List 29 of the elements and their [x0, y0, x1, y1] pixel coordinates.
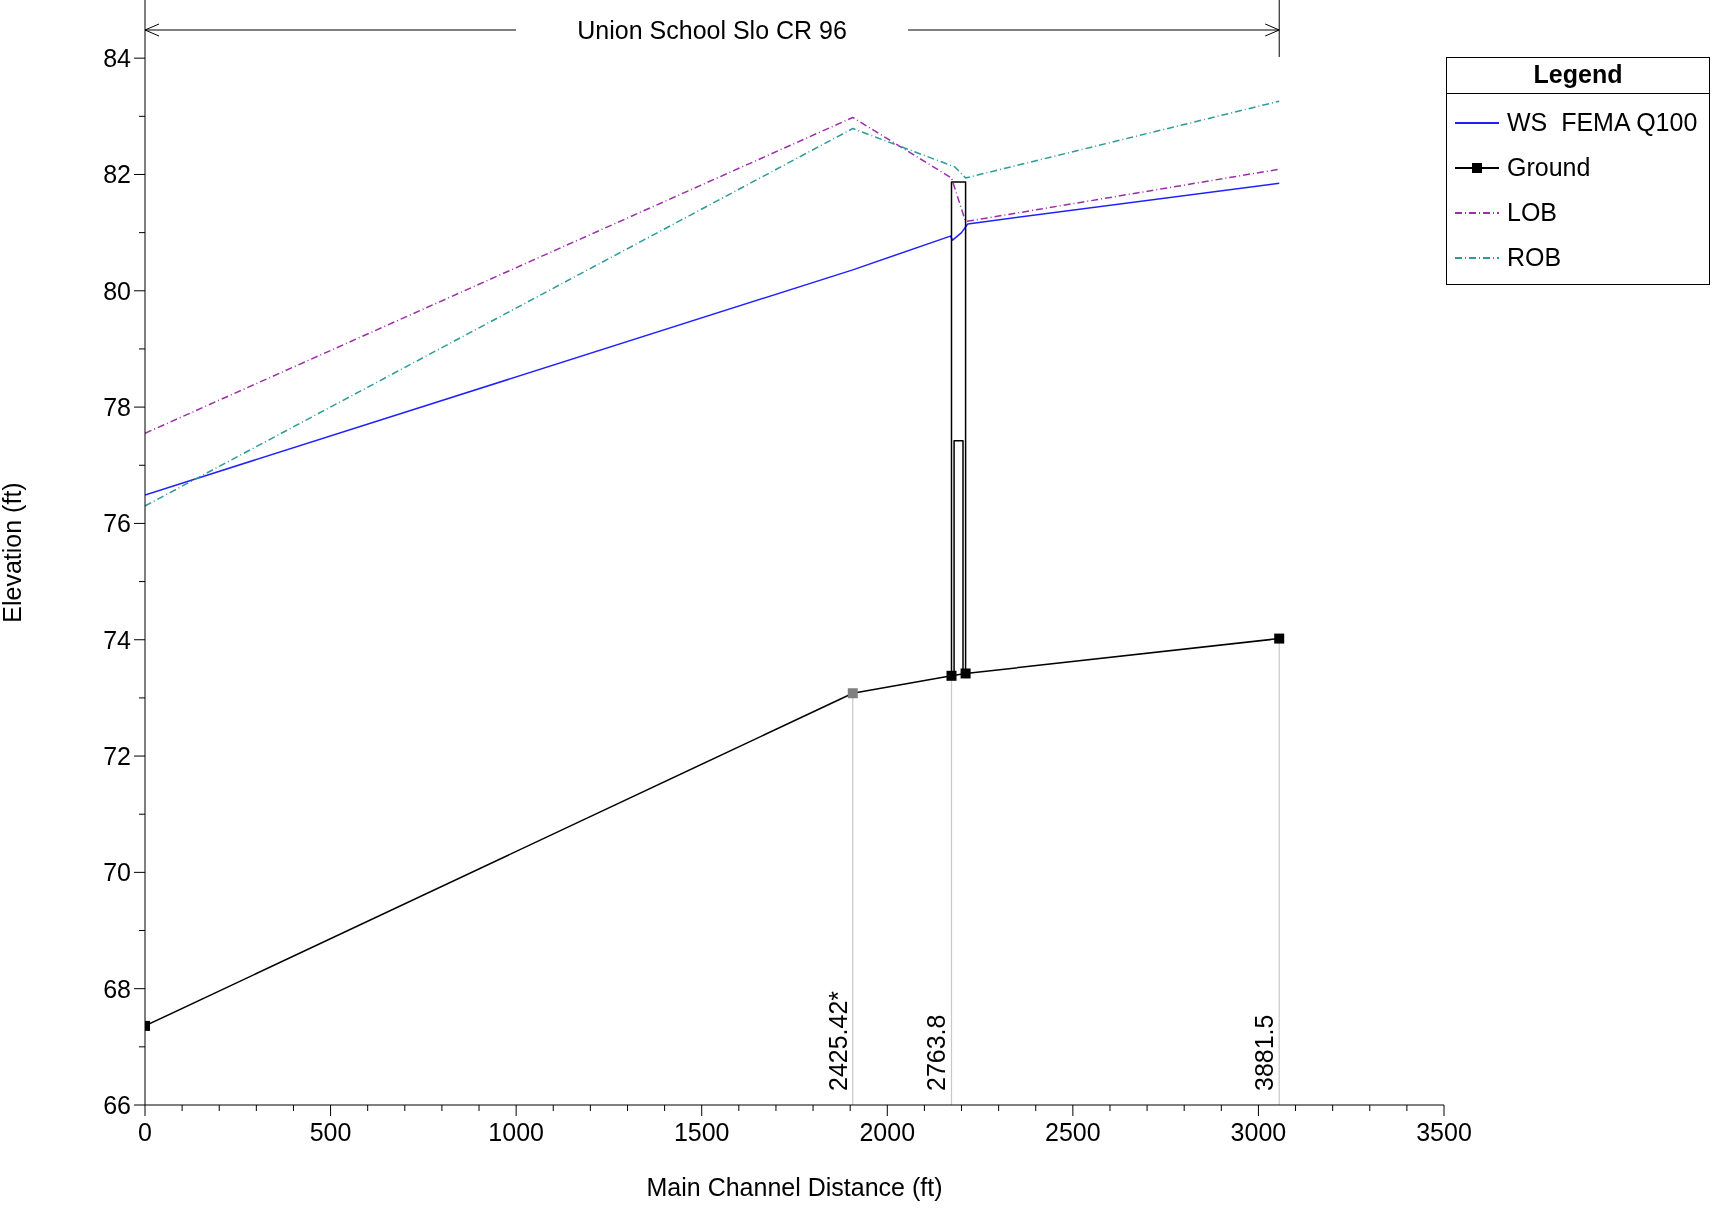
y-tick-label: 84: [103, 44, 132, 73]
legend-label: Ground: [1507, 153, 1591, 182]
legend-label: ROB: [1507, 243, 1562, 272]
x-tick-label: 2000: [859, 1118, 916, 1146]
x-tick-label: 3500: [1416, 1118, 1472, 1146]
y-tick-label: 70: [103, 858, 131, 887]
x-tick-label: 0: [138, 1118, 152, 1146]
x-tick-label: 2500: [1045, 1118, 1101, 1146]
y-tick-label: 66: [103, 1091, 131, 1119]
annotation: Union School Slo CR 96: [577, 16, 847, 44]
annotation: 2425.42*: [823, 990, 852, 1091]
y-tick-label: 82: [103, 160, 131, 189]
annotation: 2763.8: [922, 1014, 951, 1091]
annotation: 3881.5: [1250, 1014, 1279, 1091]
y-tick-label: 78: [103, 393, 131, 422]
y-tick-label: 72: [103, 742, 131, 771]
legend-label: WS FEMA Q100: [1507, 108, 1698, 137]
x-tick-label: 1500: [673, 1118, 730, 1146]
y-tick-label: 68: [103, 974, 131, 1003]
x-tick-label: 1000: [488, 1118, 544, 1146]
x-tick-label: 3000: [1230, 1118, 1287, 1146]
legend-label: LOB: [1507, 198, 1558, 227]
y-axis-title: Elevation (ft): [0, 482, 26, 623]
y-tick-label: 80: [103, 276, 131, 305]
y-tick-label: 76: [103, 509, 131, 538]
y-tick-label: 74: [103, 625, 132, 654]
legend-title: Legend: [1447, 58, 1709, 94]
x-tick-label: 500: [309, 1118, 352, 1146]
x-axis-title: Main Channel Distance (ft): [646, 1173, 943, 1201]
